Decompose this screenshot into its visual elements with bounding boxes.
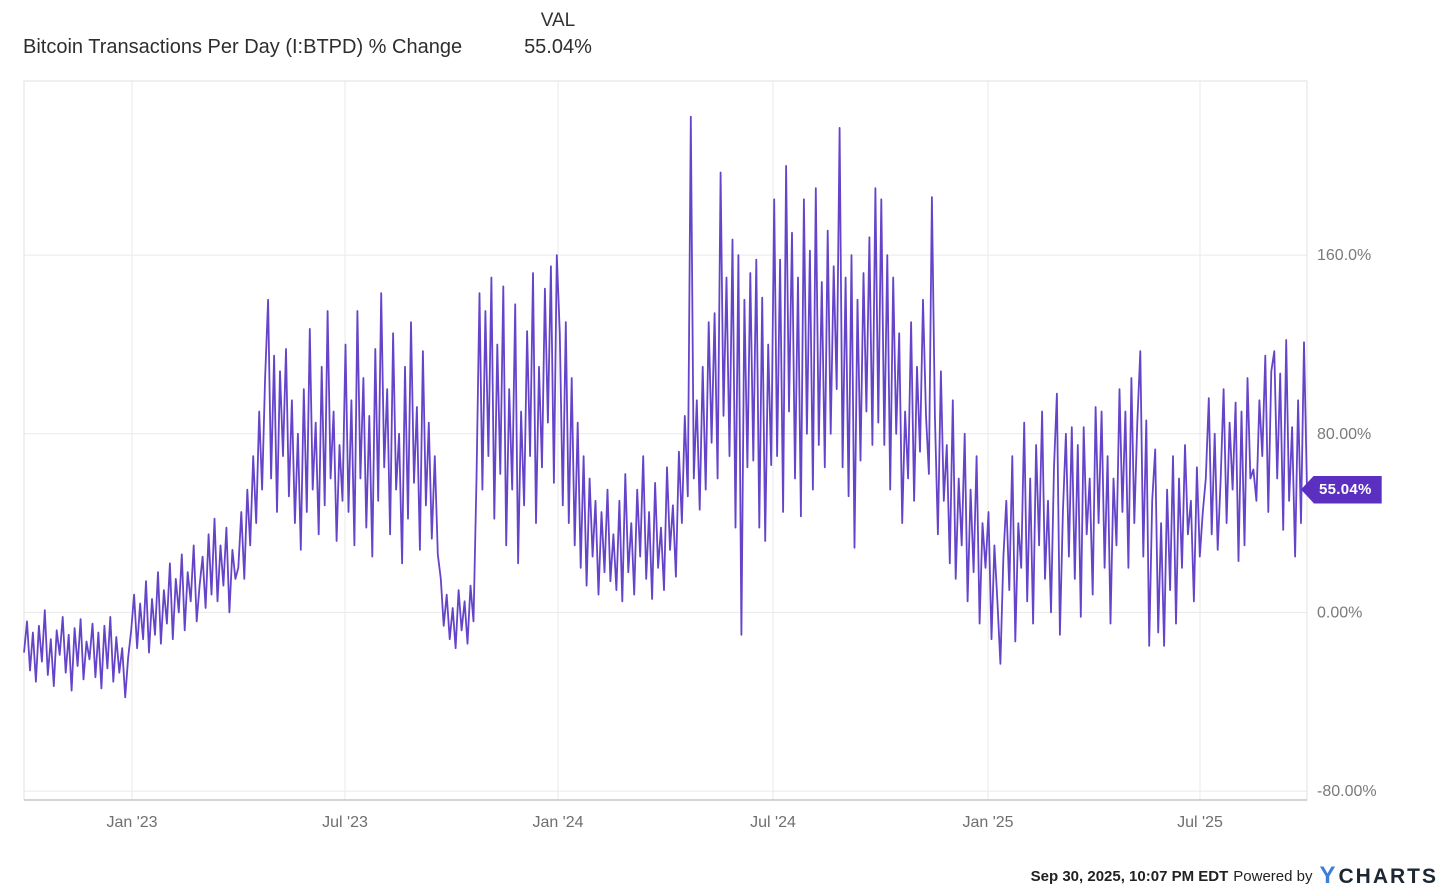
x-tick-label: Jul '25 bbox=[1177, 814, 1223, 831]
current-value-badge: 55.04% bbox=[1301, 475, 1382, 504]
chart-header: Bitcoin Transactions Per Day (I:BTPD) % … bbox=[23, 8, 592, 60]
series-line bbox=[23, 115, 1308, 699]
legend-current-value: 55.04% bbox=[524, 35, 592, 58]
ycharts-logo-y: Y bbox=[1319, 862, 1338, 889]
chart-title: Bitcoin Transactions Per Day (I:BTPD) % … bbox=[23, 35, 463, 58]
y-tick-label: 80.00% bbox=[1317, 426, 1371, 443]
ycharts-logo: Y CHARTS bbox=[1319, 862, 1438, 890]
y-tick-label: -80.00% bbox=[1317, 783, 1377, 800]
powered-by-label: Powered by bbox=[1233, 867, 1313, 885]
x-tick-label: Jul '23 bbox=[322, 814, 368, 831]
x-tick-label: Jan '24 bbox=[532, 814, 583, 831]
chart-footer: Sep 30, 2025, 10:07 PM EDT Powered by Y … bbox=[1031, 862, 1438, 890]
series-legend: VAL 55.04% bbox=[524, 8, 592, 60]
y-tick-label: 0.00% bbox=[1317, 604, 1362, 621]
legend-column-header: VAL bbox=[540, 10, 576, 31]
x-tick-label: Jan '23 bbox=[106, 814, 157, 831]
x-tick-label: Jan '25 bbox=[962, 814, 1013, 831]
x-tick-label: Jul '24 bbox=[750, 814, 796, 831]
current-value-badge-text: 55.04% bbox=[1319, 481, 1372, 499]
y-tick-label: 160.0% bbox=[1317, 247, 1371, 264]
ycharts-logo-charts: CHARTS bbox=[1338, 865, 1438, 888]
line-chart[interactable]: 160.0% 80.00% 0.00% -80.00% Jan '23 Jul '23 Ja… bbox=[0, 75, 1446, 845]
timestamp: Sep 30, 2025, 10:07 PM EDT bbox=[1030, 867, 1229, 885]
plot-border bbox=[23, 80, 1308, 801]
